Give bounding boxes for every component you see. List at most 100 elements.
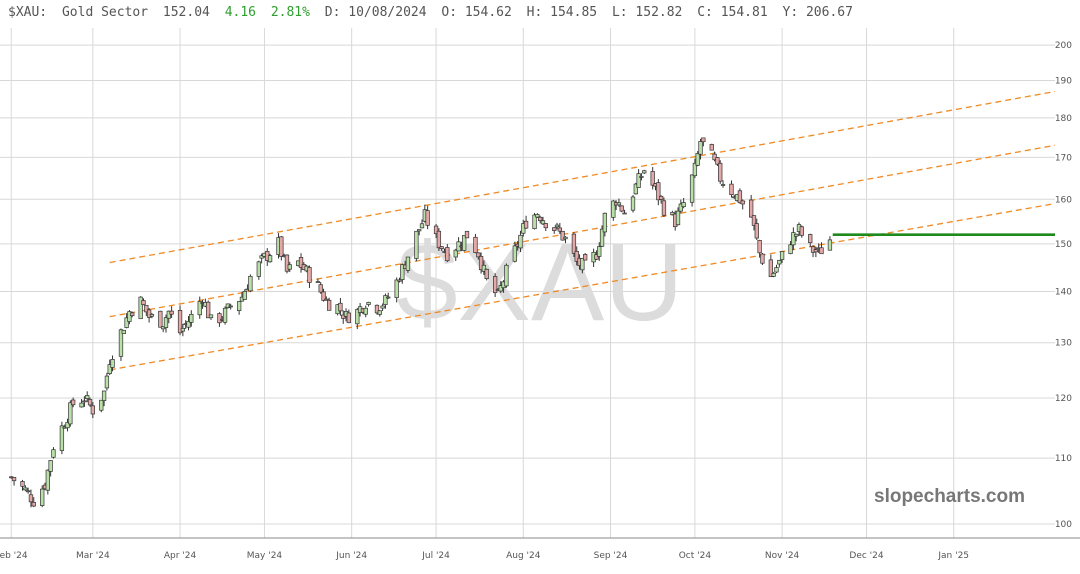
candle-body xyxy=(740,200,745,205)
candle-body xyxy=(678,203,683,212)
candle xyxy=(571,232,577,258)
candle-body xyxy=(110,359,115,368)
candle-body xyxy=(656,182,661,201)
candle xyxy=(425,205,430,230)
candle xyxy=(68,400,73,427)
candle-body xyxy=(552,227,557,231)
candle xyxy=(23,485,28,492)
candle-body xyxy=(383,295,388,305)
candle xyxy=(383,293,388,309)
candle xyxy=(256,260,261,280)
candle xyxy=(397,277,402,283)
candle-body xyxy=(639,176,644,178)
candle xyxy=(771,271,776,278)
candle-body xyxy=(158,310,163,328)
candle-body xyxy=(70,399,76,406)
candle xyxy=(327,297,332,311)
candle-body xyxy=(141,300,146,305)
candle-body xyxy=(518,234,523,249)
candle xyxy=(48,459,53,477)
candle xyxy=(658,195,664,204)
candle-body xyxy=(386,296,391,299)
candle-body xyxy=(749,199,754,218)
candle-body xyxy=(318,284,323,293)
candle xyxy=(338,297,343,316)
candle xyxy=(206,300,211,319)
candle xyxy=(512,241,517,263)
candle xyxy=(583,252,588,261)
candle xyxy=(259,253,264,264)
candle xyxy=(101,390,107,407)
candle xyxy=(678,199,683,214)
candle-body xyxy=(90,405,95,415)
candle xyxy=(701,137,706,147)
candle xyxy=(779,251,785,263)
header-change: 4.16 xyxy=(225,5,256,20)
candle xyxy=(186,316,191,331)
candle xyxy=(163,314,169,333)
candle xyxy=(166,310,171,324)
x-tick-label: Jun '24 xyxy=(335,551,367,561)
candle xyxy=(599,225,605,247)
candle-body xyxy=(20,481,25,487)
candle-body xyxy=(689,174,695,203)
candle-body xyxy=(425,210,430,226)
y-tick-label: 200 xyxy=(1055,41,1072,51)
candle xyxy=(377,310,382,317)
y-tick-label: 120 xyxy=(1055,394,1072,404)
candle-body xyxy=(130,312,135,317)
candle-body xyxy=(481,264,487,272)
candle-body xyxy=(580,258,585,271)
candle-body xyxy=(540,220,546,225)
candle-body xyxy=(445,247,450,262)
candle-body xyxy=(242,290,247,300)
candle xyxy=(346,309,352,324)
candle-body xyxy=(169,310,174,315)
candle-body xyxy=(341,314,346,319)
candle xyxy=(11,476,17,486)
candle-body xyxy=(616,202,622,206)
candle-body xyxy=(28,494,34,503)
header-high: H: 154.85 xyxy=(527,5,597,20)
candle xyxy=(481,260,487,276)
candle-body xyxy=(414,230,419,259)
candle-body xyxy=(394,279,399,298)
candle-body xyxy=(11,477,17,482)
candle-body xyxy=(709,144,714,151)
x-tick-label: Dec '24 xyxy=(849,551,883,561)
candle xyxy=(267,253,273,263)
candle xyxy=(535,213,540,219)
trend-channel-line xyxy=(109,90,1056,264)
x-tick-label: Mar '24 xyxy=(76,551,110,561)
candle xyxy=(453,248,458,262)
candle-body xyxy=(217,313,222,324)
candle-body xyxy=(65,422,70,429)
candle xyxy=(808,233,813,247)
candle-body xyxy=(68,402,73,425)
candle-body xyxy=(498,285,503,292)
candle-body xyxy=(619,205,624,212)
candle-body xyxy=(346,312,352,324)
candle-body xyxy=(397,279,402,282)
candle-body xyxy=(642,170,647,174)
candle xyxy=(51,447,56,459)
candle xyxy=(464,230,470,239)
candle-body xyxy=(675,210,681,226)
candle-body xyxy=(794,233,799,237)
candle xyxy=(127,310,132,325)
header-date: D: 10/08/2024 xyxy=(325,5,427,20)
candle-body xyxy=(287,264,292,270)
candle xyxy=(692,158,698,179)
candle-body xyxy=(504,264,509,287)
candle-body xyxy=(324,298,329,301)
candle-body xyxy=(298,257,304,268)
candle xyxy=(597,242,602,261)
candle-body xyxy=(768,259,774,278)
candle-body xyxy=(374,304,380,314)
y-tick-label: 180 xyxy=(1055,114,1072,124)
x-tick-label: Jul '24 xyxy=(421,551,450,561)
candle-body xyxy=(279,236,284,257)
candle-body xyxy=(661,200,667,216)
candle xyxy=(433,223,439,239)
